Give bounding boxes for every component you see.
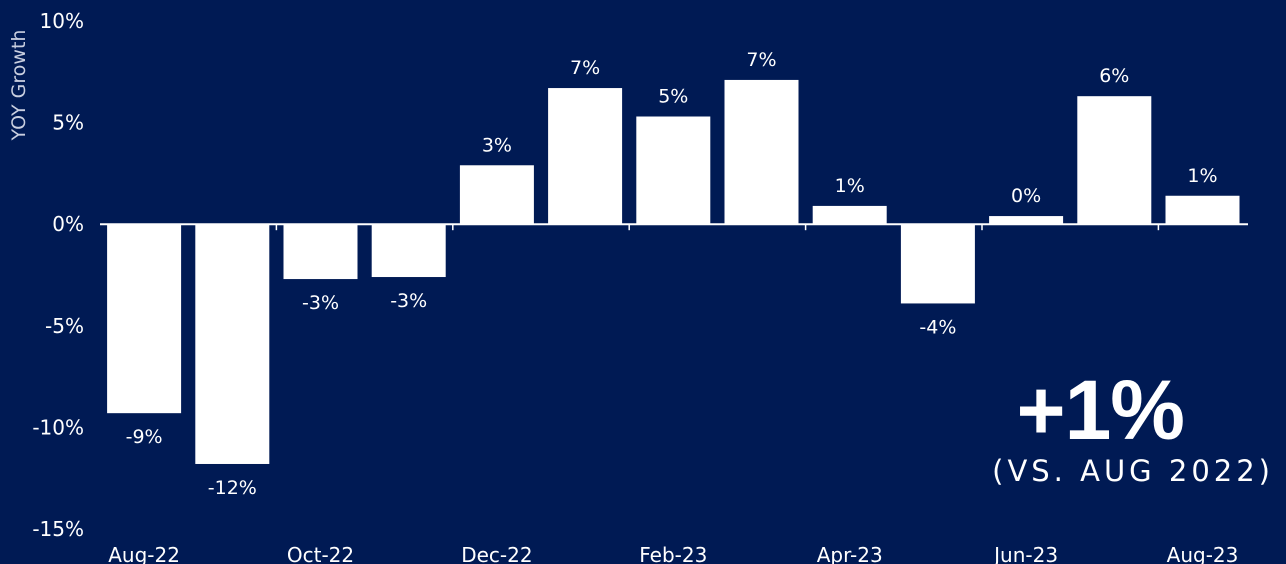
- bar-data-label: -3%: [302, 292, 339, 314]
- callout: +1% (VS. AUG 2022): [992, 368, 1274, 488]
- bar: [1165, 195, 1240, 225]
- bar: [900, 224, 975, 304]
- bar: [283, 224, 358, 280]
- y-tick-label: 10%: [40, 9, 84, 33]
- bar: [371, 224, 446, 278]
- y-axis: 10% 5% 0% -5% -10% -15%: [32, 9, 84, 541]
- bar: [548, 88, 623, 225]
- x-tick-label: Apr-23: [817, 543, 883, 564]
- bar: [459, 165, 534, 225]
- bar-data-label: -4%: [919, 316, 956, 338]
- bar: [812, 205, 887, 225]
- bar-data-label: 7%: [746, 49, 776, 71]
- callout-value: +1%: [1016, 363, 1185, 457]
- y-tick-label: -10%: [32, 415, 84, 439]
- bar-data-label: 3%: [482, 134, 512, 156]
- bar-data-label: 0%: [1011, 185, 1041, 207]
- x-tick-label: Dec-22: [461, 543, 532, 564]
- bar-data-label: 1%: [1187, 165, 1217, 187]
- y-axis-title: YOY Growth: [8, 30, 30, 142]
- x-tick-label: Aug-23: [1167, 543, 1239, 564]
- bar-data-label: 5%: [658, 86, 688, 108]
- bars: [107, 79, 1240, 464]
- x-tick-label: Jun-23: [992, 543, 1058, 564]
- bar-data-label: -9%: [126, 426, 163, 448]
- y-tick-label: -15%: [32, 517, 84, 541]
- x-tick-label: Oct-22: [287, 543, 354, 564]
- data-labels: -9% -12% -3% -3% 3% 7% 5% 7% 1% -4% 0% 6% 1%: [126, 49, 1218, 499]
- bar: [636, 116, 711, 225]
- bar-data-label: -3%: [390, 290, 427, 312]
- bar-data-label: 1%: [835, 175, 865, 197]
- bar: [195, 224, 270, 464]
- x-tick-label: Aug-22: [108, 543, 180, 564]
- callout-subtitle: (VS. AUG 2022): [992, 454, 1274, 488]
- x-axis: Aug-22 Oct-22 Dec-22 Feb-23 Apr-23 Jun-23 Aug-…: [100, 223, 1248, 564]
- bar: [724, 79, 799, 225]
- bar: [1077, 96, 1152, 225]
- bar-data-label: 7%: [570, 57, 600, 79]
- x-tick-label: Feb-23: [639, 543, 707, 564]
- bar-data-label: 6%: [1099, 65, 1129, 87]
- bar: [107, 224, 182, 414]
- bar-data-label: -12%: [208, 477, 257, 499]
- y-tick-label: -5%: [45, 314, 84, 338]
- bar: [989, 216, 1064, 225]
- y-tick-label: 0%: [52, 212, 84, 236]
- y-tick-label: 5%: [52, 111, 84, 135]
